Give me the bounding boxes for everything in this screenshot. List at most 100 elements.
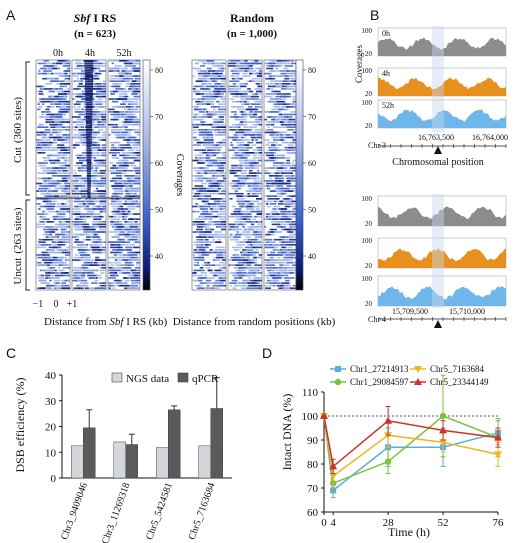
heatmap-cell [211, 72, 219, 75]
heatmap-cell [205, 187, 215, 190]
heatmap-cell [93, 238, 100, 241]
heatmap-cell [101, 246, 106, 249]
heatmap-cell [51, 154, 61, 157]
heatmap-cell [92, 249, 103, 251]
heatmap-cell [229, 226, 235, 228]
heatmap-cell [286, 118, 289, 121]
heatmap-cell [220, 129, 223, 131]
heatmap-cell [113, 254, 118, 256]
heatmap-cell [124, 126, 128, 128]
heatmap-cell [74, 198, 81, 200]
heatmap-cell [228, 136, 238, 139]
heatmap-cell [244, 60, 248, 62]
heatmap-cell [76, 279, 83, 282]
heatmap-cell [231, 228, 242, 231]
heatmap-cell [233, 284, 238, 287]
heatmap-cell [63, 85, 67, 88]
heatmap-cell [124, 190, 130, 192]
heatmap-cell [86, 175, 97, 177]
heatmap-cell [78, 113, 86, 116]
heatmap-cell [92, 223, 99, 226]
heatmap-cell [289, 233, 296, 236]
heatmap-cell [38, 90, 43, 93]
coverage-ymin-label: 20 [365, 262, 373, 270]
heatmap-cell [236, 195, 243, 197]
heatmap-cell [112, 210, 122, 213]
heatmap-cell [111, 269, 117, 272]
heatmap-cell [93, 182, 104, 185]
heatmap-cell [109, 180, 114, 182]
heatmap-cell [54, 246, 61, 249]
heatmap-cell [78, 62, 82, 65]
heatmap-cell [135, 195, 140, 197]
heatmap-cell [73, 185, 80, 187]
heatmap-cell [108, 123, 114, 126]
c-bar-ngs-data [113, 441, 126, 479]
heatmap-cell [90, 259, 95, 261]
heatmap-cell [221, 185, 226, 187]
heatmap-cell [207, 190, 219, 192]
heatmap-cut-signal [86, 170, 92, 173]
heatmap-cell [195, 108, 202, 111]
heatmap-cell [255, 249, 259, 251]
heatmap-cell [114, 203, 125, 205]
heatmap-cell [75, 177, 87, 180]
heatmap-cell [217, 121, 224, 123]
heatmap-cell [93, 154, 102, 157]
heatmap-cell [285, 215, 293, 218]
heatmap-cell [93, 269, 98, 272]
heatmap-cell [58, 205, 68, 208]
heatmap-cell [61, 169, 68, 172]
heatmap-cell [85, 251, 88, 254]
heatmap-cell [288, 249, 296, 251]
heatmap-cell [62, 195, 70, 197]
heatmap-cell [244, 256, 251, 259]
heatmap-cell [36, 203, 41, 205]
heatmap-cell [130, 111, 140, 113]
heatmap-cell [125, 90, 135, 93]
heatmap-cell [62, 282, 67, 284]
heatmap-cell [206, 164, 213, 167]
cut-site-highlight [432, 26, 444, 132]
heatmap-cut-signal [87, 193, 91, 196]
heatmap-cell [274, 187, 278, 190]
heatmap-cell [194, 259, 205, 261]
heatmap-cell [76, 118, 83, 121]
heatmap-cell [99, 215, 104, 218]
heatmap-cell [282, 203, 294, 205]
heatmap-cell [255, 228, 261, 231]
heatmap-cell [93, 131, 100, 134]
c-bar-ngs-data [156, 447, 169, 479]
heatmap-cell [117, 215, 122, 218]
heatmap-cell [135, 100, 139, 103]
heatmap-cell [127, 192, 135, 195]
heatmap-cell [96, 244, 100, 246]
heatmap-cell [215, 72, 223, 75]
heatmap-cell [198, 279, 203, 282]
heatmap-cell [78, 284, 89, 287]
heatmap-cell [80, 267, 88, 269]
heatmap-cell [118, 259, 125, 261]
heatmap-cell [218, 108, 226, 111]
heatmap-cell [264, 172, 271, 174]
heatmap-cell [121, 249, 132, 251]
heatmap-cell [222, 90, 226, 93]
heatmap-cell [82, 272, 88, 274]
heatmap-cell [292, 136, 296, 139]
heatmap-cell [56, 134, 61, 136]
heatmap-cell [130, 279, 140, 282]
heatmap-cell [233, 180, 240, 182]
heatmap-cell [56, 154, 68, 157]
heatmap-cell [257, 136, 262, 139]
heatmap-cell [250, 221, 261, 223]
heatmap-left-xlabel: Distance from Sbf I RS (kb) [44, 316, 167, 328]
heatmap-cell [119, 60, 127, 62]
heatmap-cell [64, 95, 67, 98]
heatmap-cell [110, 113, 121, 116]
heatmap-cell [192, 198, 198, 200]
heatmap-cell [268, 180, 278, 182]
heatmap-cell [240, 108, 245, 111]
heatmap-cell [56, 157, 65, 159]
heatmap-cell [292, 159, 296, 162]
heatmap-cell [234, 208, 242, 210]
